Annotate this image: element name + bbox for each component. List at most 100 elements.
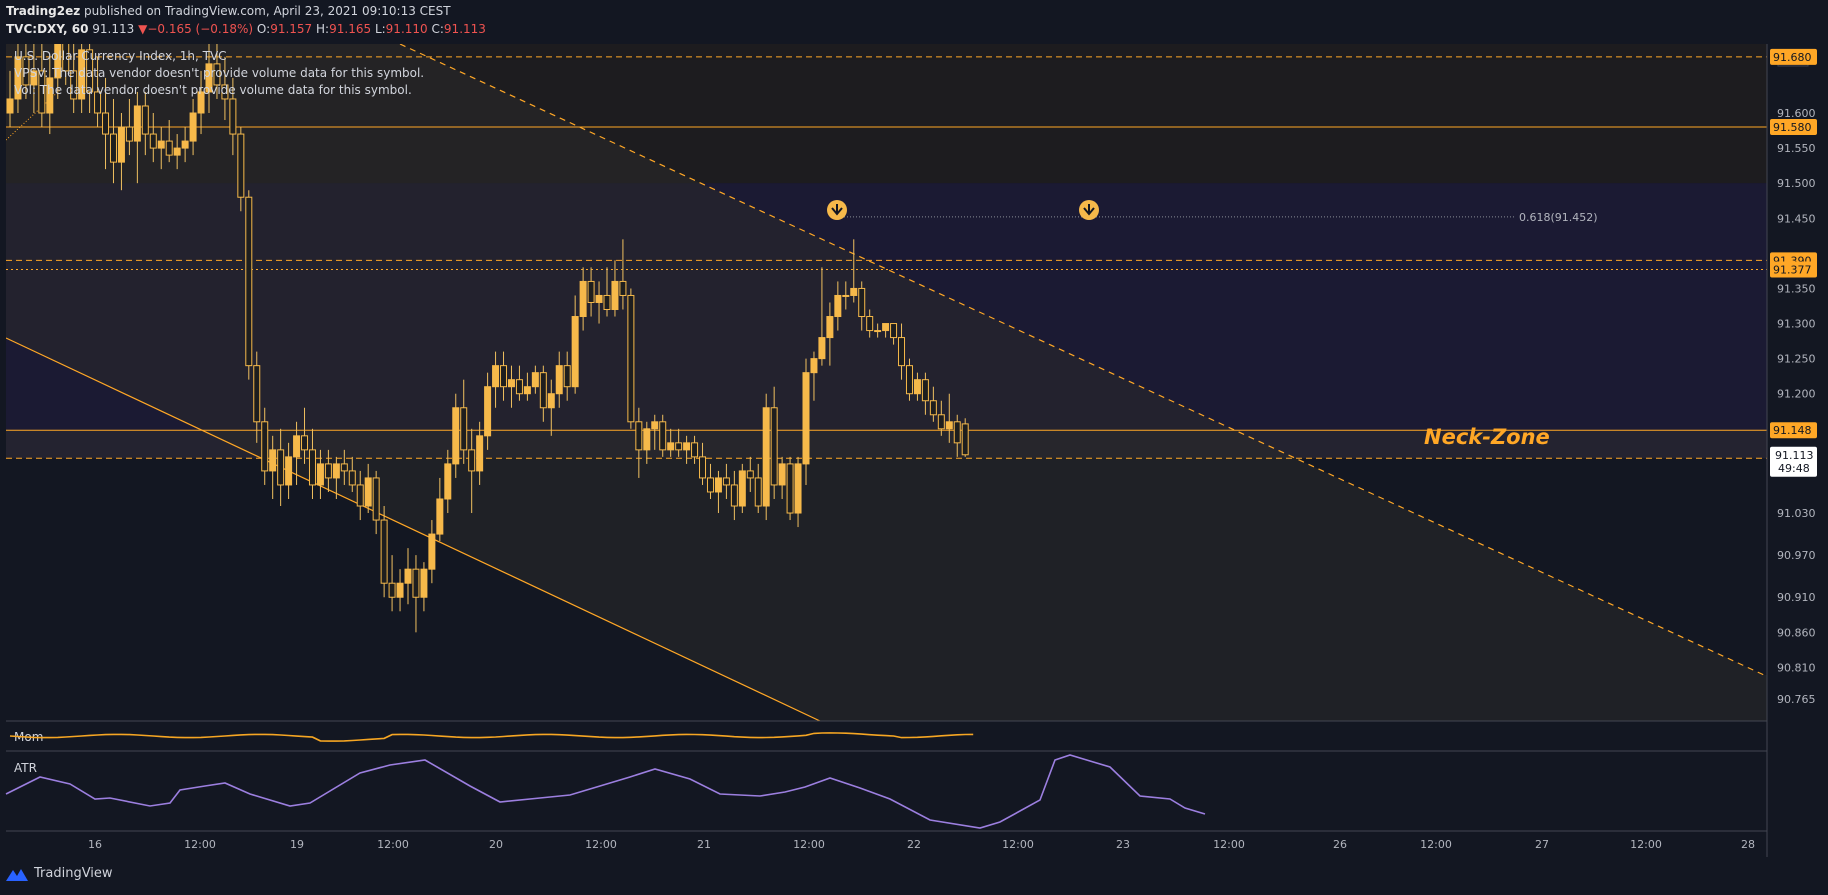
candle-body-down [340, 463, 348, 472]
candle [563, 351, 571, 401]
candle-body-down [221, 84, 229, 100]
down-arrow-icon: ▼ [138, 22, 148, 36]
candle-body-down [460, 407, 468, 451]
price-level-badge-text: 91.377 [1773, 264, 1812, 277]
price-axis[interactable]: USD90.76590.81090.86090.91090.97091.0309… [1766, 44, 1828, 859]
candle-body-down [961, 423, 969, 456]
candle [659, 414, 667, 457]
price-tick-label: 91.030 [1777, 507, 1816, 520]
candle-body-down [754, 477, 762, 507]
candle [444, 449, 452, 514]
candle [714, 470, 722, 514]
atr-label: ATR [14, 761, 37, 775]
candle-body-up [531, 372, 539, 388]
time-tick-label: 12:00 [1630, 838, 1662, 851]
candle [818, 267, 826, 366]
price-tick-label: 90.810 [1777, 661, 1816, 674]
candle-body-up [826, 316, 834, 339]
candle [213, 44, 221, 99]
low-label: L: [374, 22, 386, 36]
candle [436, 477, 444, 542]
published-text: published on TradingView.com, April 23, … [84, 4, 451, 18]
candle [340, 449, 348, 485]
candle [324, 449, 332, 492]
candle [332, 456, 340, 499]
candle-body-up [834, 294, 842, 318]
candle [78, 44, 86, 113]
momentum-line [9, 732, 974, 742]
candle [308, 428, 316, 499]
candle-body-down [125, 126, 133, 142]
candle [277, 428, 285, 507]
candle-body-up [738, 470, 746, 507]
candle-body-up [285, 456, 293, 486]
candle [125, 98, 133, 156]
candle [866, 309, 874, 338]
time-tick-label: 12:00 [1420, 838, 1452, 851]
candle-body-down [587, 280, 595, 303]
publisher-name[interactable]: Trading2ez [6, 4, 81, 18]
candle [54, 44, 62, 99]
candle-body-down [245, 196, 253, 367]
candle-body-up [571, 316, 579, 388]
price-level-badge [1770, 422, 1817, 439]
candle [619, 239, 627, 310]
candle [627, 288, 635, 429]
footer-brand[interactable]: TradingView [6, 866, 113, 881]
candle-body-down [890, 323, 898, 339]
candle-body-up [30, 70, 38, 86]
price-chart[interactable]: Neck-Zone 0.618(91.452) U.S. Dollar Curr… [0, 44, 1828, 859]
candle-body-down [706, 477, 714, 493]
price-tick-label: 91.200 [1777, 388, 1816, 401]
candle-body-up [157, 140, 165, 149]
time-axis[interactable]: 16 12:00 19 12:00 20 12:00 21 12:00 22 12:00 23 12:… [88, 838, 1755, 851]
candle-body-up [205, 63, 213, 93]
candle-body-down [500, 365, 508, 388]
candle [531, 365, 539, 394]
candle-body-down [308, 449, 316, 486]
candle-body-up [173, 147, 181, 156]
time-tick-label: 12:00 [1002, 838, 1034, 851]
candle-body-up [874, 330, 882, 333]
price-tick-label: 91.300 [1777, 318, 1816, 331]
neck-zone-label[interactable]: Neck-Zone [1424, 425, 1550, 449]
candle-body-up [46, 77, 54, 114]
candle-body-up [818, 337, 826, 360]
candle-body-up [54, 44, 62, 79]
candle-body-down [141, 105, 149, 135]
legend-title[interactable]: U.S. Dollar Currency Index, 1h, TVC [14, 49, 227, 63]
candle-body-down [165, 140, 173, 156]
close-value: 91.113 [443, 22, 486, 36]
legend-vpsv: VPSV: The data vendor doesn't provide vo… [14, 66, 424, 80]
candle-body-down [866, 316, 874, 332]
candle-body-down [603, 294, 611, 311]
candles-layer[interactable] [6, 44, 969, 633]
down-arrow-marker-icon [1079, 200, 1099, 220]
candle [929, 386, 937, 422]
price-tick-label: 91.250 [1777, 353, 1816, 366]
candle [802, 358, 810, 485]
open-value: 91.157 [270, 22, 313, 36]
time-tick-label: 12:00 [585, 838, 617, 851]
candle-body-up [778, 463, 786, 486]
symbol-label[interactable]: TVC:DXY, 60 [6, 22, 89, 36]
price-tick-label: 91.500 [1777, 177, 1816, 190]
candle [507, 365, 515, 408]
candle-body-up [78, 49, 86, 100]
candle [492, 351, 500, 408]
legend-vol: Vol: The data vendor doesn't provide vol… [14, 83, 412, 97]
dotted-trendline [6, 89, 61, 141]
low-value: 91.110 [385, 22, 428, 36]
candle [786, 456, 794, 521]
candle [356, 470, 364, 521]
publish-line: Trading2ez published on TradingView.com,… [6, 4, 451, 18]
candle [500, 351, 508, 401]
candle-body-down [937, 414, 945, 430]
chart-header: Trading2ez published on TradingView.com,… [0, 0, 1828, 44]
candle [683, 435, 691, 464]
countdown-text: 49:48 [1778, 462, 1810, 475]
open-label: O: [256, 22, 271, 36]
candle-body-up [714, 477, 722, 493]
time-tick-label: 23 [1116, 838, 1130, 851]
candle-body-down [324, 463, 332, 479]
